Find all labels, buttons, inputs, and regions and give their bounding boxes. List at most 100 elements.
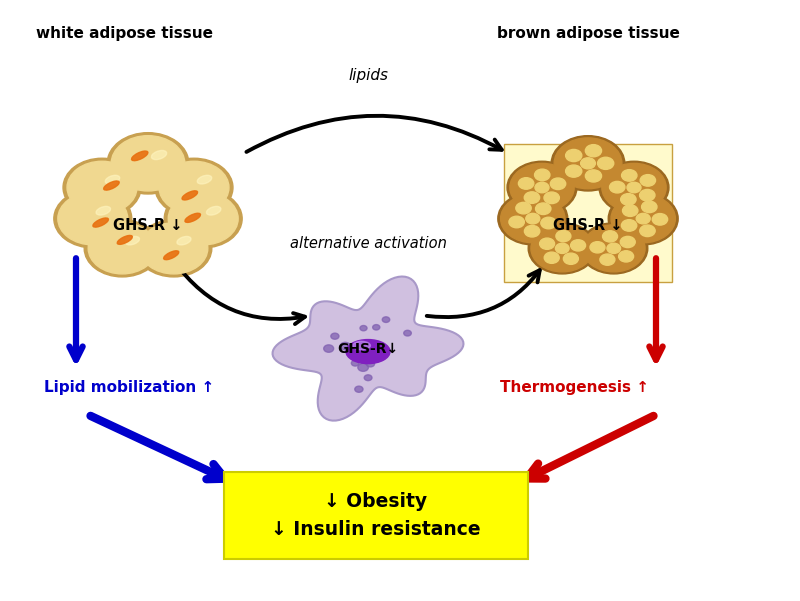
Circle shape xyxy=(340,343,350,350)
Circle shape xyxy=(636,213,650,224)
Circle shape xyxy=(379,349,387,355)
Ellipse shape xyxy=(353,341,370,350)
Circle shape xyxy=(516,203,531,214)
Text: alternative activation: alternative activation xyxy=(290,236,446,251)
Circle shape xyxy=(611,195,675,243)
Circle shape xyxy=(369,347,377,353)
Circle shape xyxy=(640,189,655,201)
Circle shape xyxy=(590,242,605,253)
Circle shape xyxy=(600,254,615,265)
Circle shape xyxy=(640,175,655,186)
Circle shape xyxy=(518,178,534,189)
Circle shape xyxy=(586,170,602,182)
Circle shape xyxy=(602,231,618,242)
Ellipse shape xyxy=(93,218,109,227)
Text: Lipid mobilization ↑: Lipid mobilization ↑ xyxy=(44,380,214,395)
Circle shape xyxy=(555,243,569,254)
Circle shape xyxy=(563,253,578,264)
Text: brown adipose tissue: brown adipose tissue xyxy=(497,26,679,40)
Circle shape xyxy=(164,189,242,248)
Circle shape xyxy=(373,350,382,356)
Ellipse shape xyxy=(346,340,390,364)
Ellipse shape xyxy=(198,175,212,184)
Text: ↓ Obesity
↓ Insulin resistance: ↓ Obesity ↓ Insulin resistance xyxy=(271,492,481,539)
Circle shape xyxy=(159,161,229,214)
Ellipse shape xyxy=(151,150,166,160)
Ellipse shape xyxy=(164,251,178,260)
Circle shape xyxy=(534,169,550,181)
Circle shape xyxy=(107,133,189,194)
Ellipse shape xyxy=(177,236,191,245)
Circle shape xyxy=(498,192,568,245)
Circle shape xyxy=(540,238,554,249)
Ellipse shape xyxy=(206,206,221,215)
Circle shape xyxy=(531,225,594,272)
Circle shape xyxy=(581,158,595,169)
Circle shape xyxy=(359,343,366,347)
Circle shape xyxy=(550,178,566,189)
Circle shape xyxy=(652,213,668,225)
Circle shape xyxy=(622,169,637,181)
Circle shape xyxy=(566,150,582,162)
Circle shape xyxy=(618,251,634,262)
Circle shape xyxy=(136,220,212,277)
Circle shape xyxy=(602,163,666,212)
Circle shape xyxy=(598,157,614,169)
FancyBboxPatch shape xyxy=(504,144,672,282)
Circle shape xyxy=(382,317,390,323)
Circle shape xyxy=(620,236,635,248)
Text: Thermogenesis ↑: Thermogenesis ↑ xyxy=(500,380,649,395)
Circle shape xyxy=(88,223,156,274)
Circle shape xyxy=(554,138,622,189)
Circle shape xyxy=(510,163,574,212)
Circle shape xyxy=(373,325,380,330)
Circle shape xyxy=(621,194,636,205)
Circle shape xyxy=(58,192,128,245)
Circle shape xyxy=(608,192,678,245)
Circle shape xyxy=(599,161,669,214)
Circle shape xyxy=(551,136,625,191)
Circle shape xyxy=(544,252,559,263)
Circle shape xyxy=(541,217,556,229)
Ellipse shape xyxy=(185,213,201,222)
Circle shape xyxy=(526,213,540,224)
Ellipse shape xyxy=(104,181,119,190)
Circle shape xyxy=(610,182,625,193)
Ellipse shape xyxy=(126,236,139,245)
Circle shape xyxy=(622,219,637,231)
Circle shape xyxy=(501,195,565,243)
Circle shape xyxy=(556,230,571,242)
Circle shape xyxy=(54,189,132,248)
Circle shape xyxy=(507,161,577,214)
Circle shape xyxy=(63,158,141,217)
Text: GHS-R ↓: GHS-R ↓ xyxy=(114,218,182,233)
Circle shape xyxy=(582,225,645,272)
Circle shape xyxy=(622,205,638,216)
Circle shape xyxy=(351,360,359,366)
Circle shape xyxy=(168,192,238,245)
Circle shape xyxy=(544,192,559,204)
Text: lipids: lipids xyxy=(348,68,388,82)
Polygon shape xyxy=(273,276,463,421)
Circle shape xyxy=(570,240,586,251)
Text: GHS-R ↓: GHS-R ↓ xyxy=(554,218,622,233)
Circle shape xyxy=(324,345,334,352)
Circle shape xyxy=(607,243,621,254)
Circle shape xyxy=(140,223,208,274)
Circle shape xyxy=(67,161,137,214)
FancyBboxPatch shape xyxy=(224,472,528,559)
Circle shape xyxy=(354,386,363,392)
Ellipse shape xyxy=(106,175,120,184)
Circle shape xyxy=(366,361,374,367)
Circle shape xyxy=(627,182,641,193)
Circle shape xyxy=(524,192,540,203)
Circle shape xyxy=(331,333,339,339)
Circle shape xyxy=(360,326,367,331)
Text: GHS-R↓: GHS-R↓ xyxy=(338,341,398,356)
Circle shape xyxy=(509,216,524,228)
Circle shape xyxy=(357,346,363,351)
Circle shape xyxy=(84,220,160,277)
Circle shape xyxy=(535,182,549,193)
Circle shape xyxy=(586,145,602,157)
Ellipse shape xyxy=(118,236,132,245)
